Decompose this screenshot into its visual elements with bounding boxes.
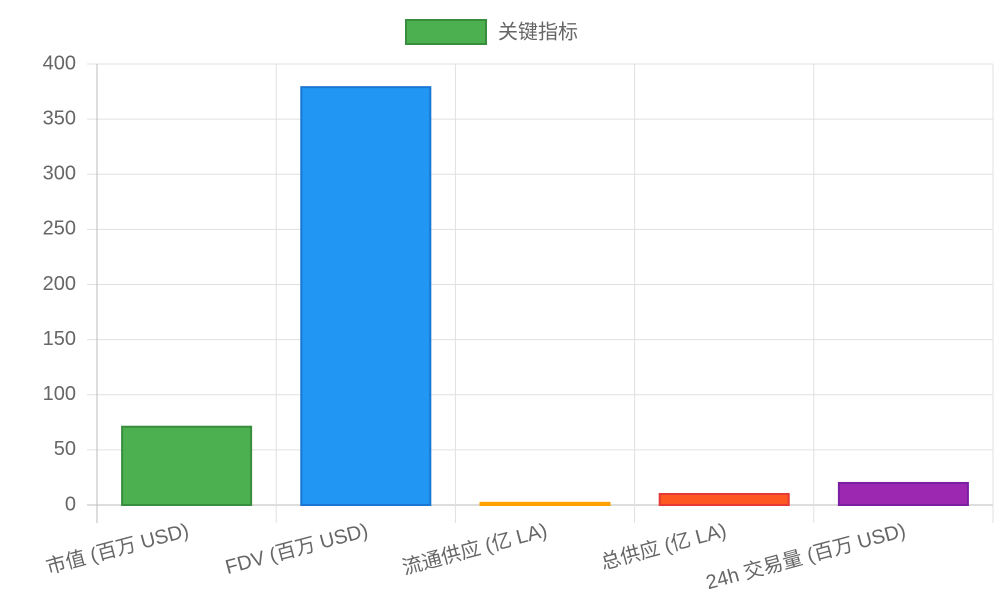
- y-tick-label: 250: [43, 218, 76, 240]
- y-tick-label: 350: [43, 107, 76, 129]
- bar: [121, 425, 253, 506]
- bar: [479, 501, 611, 506]
- legend-label: 关键指标: [498, 20, 578, 43]
- bar: [658, 492, 790, 507]
- x-tick-label: 24h 交易量 (百万 USD): [704, 519, 909, 594]
- y-tick-label: 300: [43, 163, 76, 185]
- y-tick-label: 100: [43, 383, 76, 405]
- x-tick-label: 流通供应 (亿 LA): [400, 519, 550, 580]
- x-tick-label: 总供应 (亿 LA): [598, 519, 728, 575]
- legend-swatch: [405, 19, 487, 45]
- y-tick-label: 200: [43, 273, 76, 295]
- x-tick-label: FDV (百万 USD): [223, 520, 370, 579]
- bar: [300, 86, 432, 506]
- y-tick-label: 0: [65, 493, 76, 515]
- y-tick-label: 400: [43, 52, 76, 74]
- x-tick-label: 市值 (百万 USD): [44, 519, 192, 579]
- y-tick-label: 50: [54, 438, 76, 460]
- y-tick-label: 150: [43, 328, 76, 350]
- bar: [837, 481, 969, 507]
